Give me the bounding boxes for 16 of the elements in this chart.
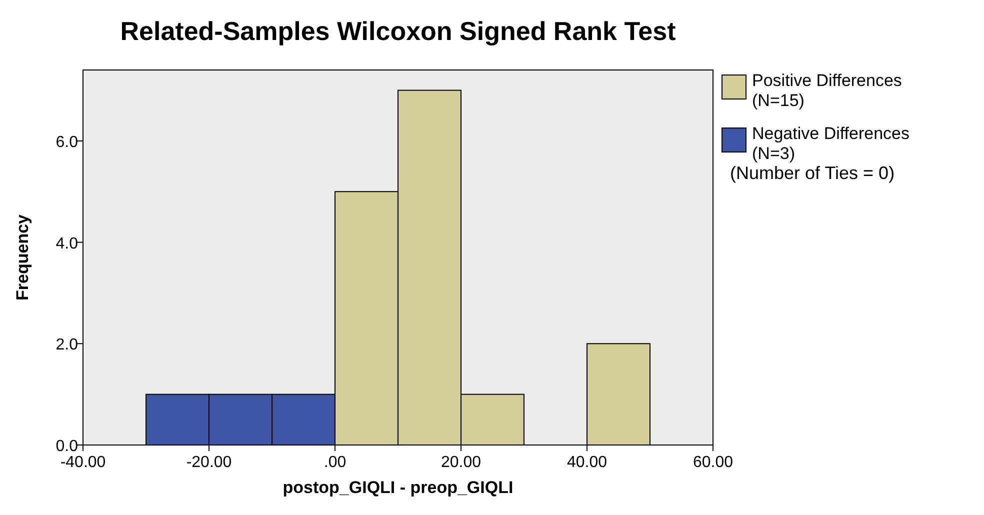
x-axis-title: postop_GIQLI - preop_GIQLI bbox=[282, 478, 514, 497]
y-tick-label: 2.0 bbox=[56, 336, 78, 354]
x-tick-label: 60.00 bbox=[692, 454, 734, 471]
chart-title: Related-Samples Wilcoxon Signed Rank Test bbox=[120, 16, 676, 46]
legend-label: Negative Differences (N=3) bbox=[752, 124, 910, 163]
x-tick-label: .00 bbox=[324, 454, 346, 471]
y-tick-label: 4.0 bbox=[56, 235, 78, 252]
x-tick-label: -20.00 bbox=[186, 454, 232, 471]
x-tick-label: 40.00 bbox=[566, 454, 608, 471]
legend-label: Positive Differences (N=15) bbox=[752, 71, 902, 110]
y-tick-label: 0.0 bbox=[56, 438, 78, 455]
text: (Number of Ties = 0) bbox=[730, 163, 895, 183]
y-axis-title: Frequency bbox=[13, 214, 32, 300]
y-tick-label: 6.0 bbox=[56, 134, 78, 151]
x-tick-label: -40.00 bbox=[60, 454, 106, 471]
x-tick-label: 20.00 bbox=[440, 454, 482, 471]
